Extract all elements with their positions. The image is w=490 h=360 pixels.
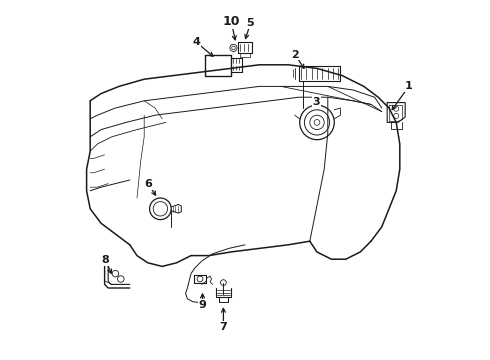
Text: 4: 4 — [193, 37, 200, 47]
Text: 6: 6 — [145, 179, 152, 189]
Text: 2: 2 — [292, 50, 299, 60]
Text: 1: 1 — [405, 81, 413, 91]
Text: 7: 7 — [220, 322, 227, 332]
Text: 9: 9 — [198, 300, 206, 310]
Text: 10: 10 — [222, 15, 240, 28]
Text: 5: 5 — [246, 18, 254, 28]
Text: 8: 8 — [102, 255, 110, 265]
Text: 3: 3 — [313, 96, 320, 107]
